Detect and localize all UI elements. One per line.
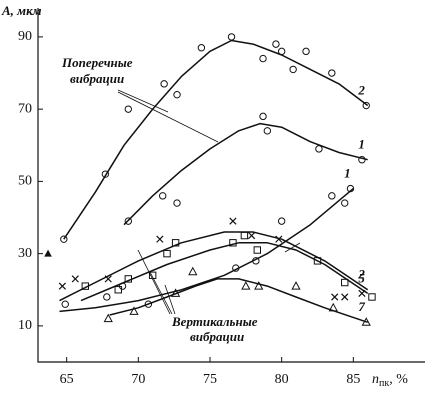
point	[58, 282, 66, 290]
curve	[80, 242, 369, 302]
point	[272, 40, 280, 48]
x-axis-label-main: n	[372, 372, 379, 387]
y-tick-label: 10	[18, 318, 32, 333]
point	[44, 249, 52, 257]
point	[341, 199, 349, 207]
x-axis-label: nпк, %	[372, 372, 408, 389]
point	[259, 112, 267, 121]
axis	[37, 8, 425, 363]
point	[328, 192, 336, 200]
curve-label: 2	[357, 83, 365, 98]
curve	[59, 231, 369, 302]
x-axis-label-suffix: , %	[389, 372, 408, 387]
point	[341, 278, 349, 287]
y-tick-label: 90	[18, 29, 32, 44]
point	[61, 300, 69, 308]
x-tick-label: 65	[60, 372, 74, 387]
point	[197, 44, 206, 52]
point	[315, 145, 323, 153]
leader-lines	[117, 89, 301, 315]
point	[331, 293, 339, 301]
point	[247, 231, 256, 240]
curve-label: 1	[358, 137, 365, 152]
leader-line	[164, 284, 176, 315]
curve-label: 1	[344, 166, 351, 181]
point	[229, 217, 237, 225]
point	[144, 300, 153, 308]
x-tick-label: 70	[131, 372, 145, 387]
curve	[109, 278, 368, 324]
x-tick-label: 85	[346, 372, 360, 387]
annotation: вибрации	[190, 329, 244, 344]
point	[227, 33, 236, 41]
point	[173, 199, 181, 207]
point	[291, 281, 301, 290]
point	[368, 293, 376, 301]
curve	[123, 122, 368, 226]
annotation: Поперечные	[61, 55, 133, 70]
annotation: Вертикальные	[171, 314, 258, 329]
curve-label: 2	[357, 267, 365, 282]
point	[302, 47, 310, 56]
point	[277, 217, 286, 225]
leader-line	[284, 242, 301, 253]
point	[289, 65, 297, 74]
point	[241, 281, 251, 290]
annotation: вибрации	[70, 71, 124, 86]
point	[101, 170, 110, 178]
y-tick-label: 70	[18, 101, 32, 116]
x-tick-label: 80	[275, 372, 289, 387]
point	[156, 235, 164, 243]
y-tick-label: 30	[18, 246, 32, 261]
curve-label: 7	[358, 299, 365, 314]
curve	[59, 188, 354, 313]
point	[71, 275, 79, 283]
point	[259, 54, 267, 63]
point	[173, 90, 181, 99]
point	[103, 313, 113, 323]
leader-line	[117, 89, 169, 113]
point	[159, 192, 167, 200]
point	[129, 306, 139, 315]
point	[362, 101, 370, 110]
point	[148, 271, 157, 280]
point	[254, 281, 264, 290]
point	[124, 217, 133, 225]
curve-label: 5	[358, 270, 365, 285]
point	[188, 266, 198, 276]
point	[114, 286, 122, 294]
point	[328, 69, 336, 77]
point	[124, 105, 133, 113]
curve	[63, 39, 369, 240]
point	[163, 249, 171, 258]
point	[103, 293, 111, 301]
point	[160, 80, 168, 88]
leader-line	[137, 249, 171, 315]
point	[240, 231, 249, 240]
point	[263, 127, 272, 135]
leader-line	[117, 91, 219, 143]
point	[60, 235, 68, 243]
x-axis-label-subscript: пк	[379, 378, 389, 389]
y-tick-label: 50	[18, 174, 32, 189]
x-tick-label: 75	[203, 372, 217, 387]
point	[341, 293, 349, 301]
y-axis-label: A, мкм	[1, 3, 42, 18]
point	[253, 246, 262, 254]
